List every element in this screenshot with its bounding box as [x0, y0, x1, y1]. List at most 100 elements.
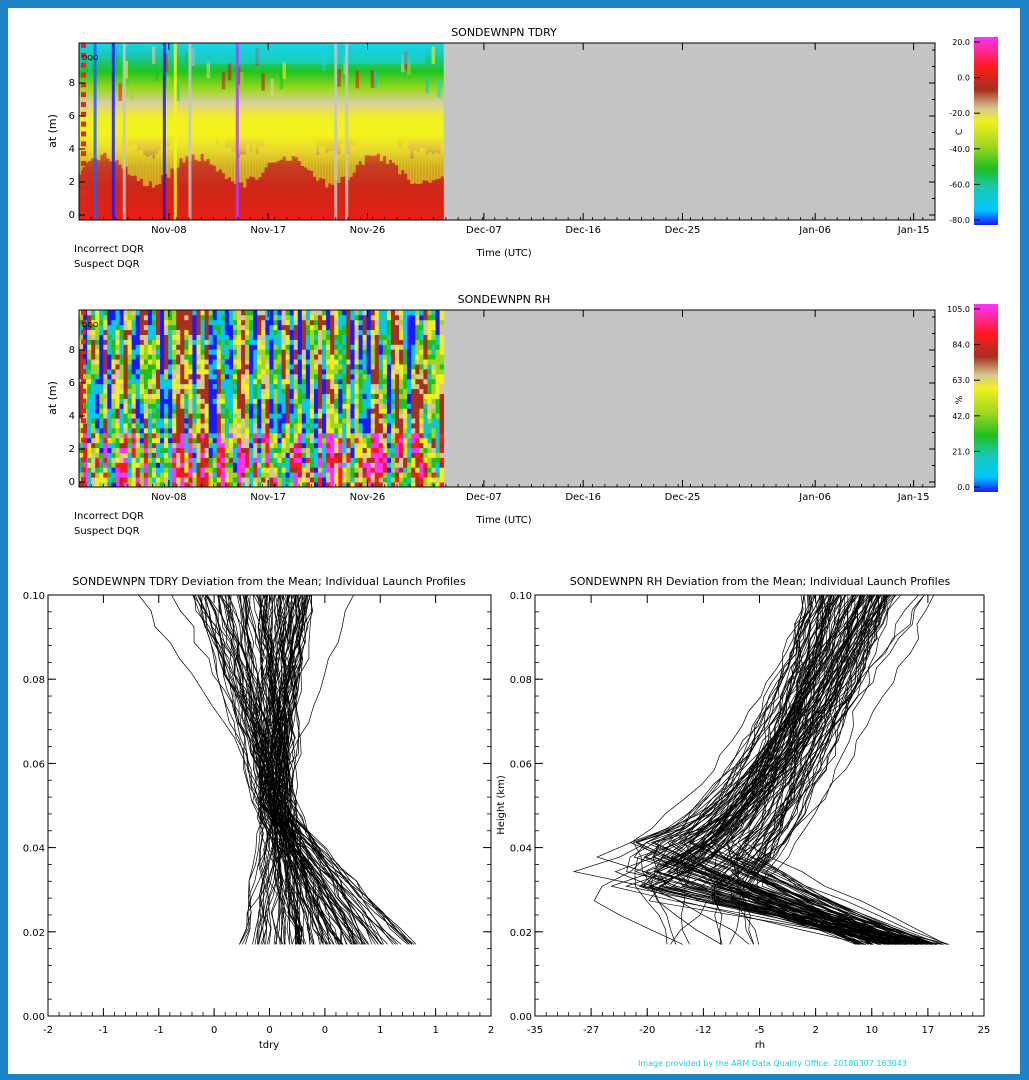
rh-field-cell [318, 452, 323, 458]
rh-field-cell [277, 423, 282, 429]
rh-field-cell [168, 383, 173, 390]
tdry-profile-line [206, 595, 287, 945]
rh-field-cell [285, 457, 291, 463]
rh-field-cell [151, 403, 157, 409]
rh-field-cell [180, 344, 185, 350]
tdry-launch-streak [235, 43, 239, 220]
rh-field-cell [184, 477, 189, 483]
rh-field-cell [354, 457, 359, 463]
rh-field-cell [427, 344, 432, 350]
rh-field-cell [334, 442, 339, 449]
rh-field-cell [164, 482, 169, 487]
rh-field-cell [143, 403, 149, 409]
rh-field-cell [241, 398, 246, 404]
rh-field-cell [111, 472, 116, 478]
rh-field-cell [99, 413, 104, 419]
rh-field-cell [419, 344, 424, 350]
tdry-field-column [109, 161, 113, 220]
rh-field-cell [265, 447, 270, 453]
rh-field-cell [200, 359, 206, 365]
rh-field-cell [184, 457, 189, 463]
rh-field-cell [119, 393, 124, 399]
rh-field-cell [285, 437, 291, 444]
rh-field-cell [135, 319, 141, 326]
rh-field-cell [330, 339, 335, 345]
rh-field-cell [168, 388, 173, 394]
rh-field-cell [123, 329, 129, 335]
rh-field-cell [277, 314, 282, 321]
rh-field-cell [314, 408, 319, 414]
rh-field-cell [350, 369, 355, 375]
rh-field-cell [395, 373, 400, 380]
rh-field-cell [232, 359, 238, 365]
rh-field-cell [415, 398, 420, 404]
rh-field-cell [281, 369, 287, 375]
rh-field-cell [277, 369, 282, 375]
rh-field-cell [326, 319, 331, 326]
rh-field-cell [431, 403, 436, 409]
rh-field-cell [374, 334, 380, 340]
rh-field-cell [155, 442, 161, 449]
rh-field-cell [147, 398, 153, 404]
rh-field-cell [237, 310, 242, 316]
rh-field-cell [208, 472, 214, 478]
tdry-field-column [340, 176, 344, 220]
rh-field-cell [281, 418, 287, 424]
rh-field-cell [91, 383, 96, 390]
rh-field-cell [79, 462, 84, 468]
rh-field-cell [330, 354, 335, 360]
rh-field-cell [309, 442, 315, 449]
rh-field-cell [318, 432, 323, 439]
profile-x-tick-label: 0 [211, 1025, 217, 1036]
tdry-field-column [331, 184, 335, 220]
rh-field-cell [305, 349, 311, 355]
rh-field-cell [184, 383, 189, 390]
rh-field-cell [139, 319, 145, 326]
rh-field-cell [314, 364, 319, 370]
rh-field-cell [127, 462, 133, 468]
rh-field-cell [374, 339, 380, 345]
rh-field-cell [305, 388, 311, 394]
rh-field-cell [228, 482, 234, 487]
rh-field-cell [115, 378, 120, 385]
rh-field-cell [334, 393, 339, 399]
rh-field-cell [253, 369, 258, 375]
rh-field-cell [342, 447, 347, 453]
tdry-field-column [240, 154, 244, 183]
rh-field-cell [338, 418, 343, 424]
rh-field-cell [79, 314, 84, 321]
rh-field-cell [326, 324, 331, 331]
rh-field-cell [305, 310, 311, 316]
rh-field-cell [427, 398, 432, 404]
rh-field-cell [358, 378, 364, 385]
rh-field-cell [224, 457, 230, 463]
rh-field-cell [180, 408, 185, 414]
rh-field-cell [115, 432, 120, 439]
rh-field-cell [176, 369, 181, 375]
rh-field-cell [87, 398, 92, 404]
tdry-data-field [79, 43, 445, 220]
rh-field-cell [326, 329, 331, 335]
rh-field-cell [346, 349, 351, 355]
tdry-field-column [200, 119, 204, 154]
rh-field-cell [366, 310, 372, 316]
rh-field-cell [139, 369, 145, 375]
rh-field-cell [91, 437, 96, 444]
rh-field-cell [399, 418, 404, 424]
rh-field-cell [330, 403, 335, 409]
rh-field-cell [342, 378, 347, 385]
rh-field-cell [111, 442, 116, 449]
rh-field-cell [115, 359, 120, 365]
rh-field-cell [431, 472, 436, 478]
rh-field-cell [334, 437, 339, 444]
rh-field-cell [164, 437, 169, 444]
rh-field-cell [350, 393, 355, 399]
rh-field-cell [95, 378, 100, 385]
rh-field-cell [285, 442, 291, 449]
rh-field-cell [99, 418, 104, 424]
rh-field-cell [285, 359, 291, 365]
rh-field-cell [289, 477, 295, 483]
rh-field-cell [257, 349, 262, 355]
rh-field-cell [151, 369, 157, 375]
rh-field-cell [232, 314, 238, 321]
